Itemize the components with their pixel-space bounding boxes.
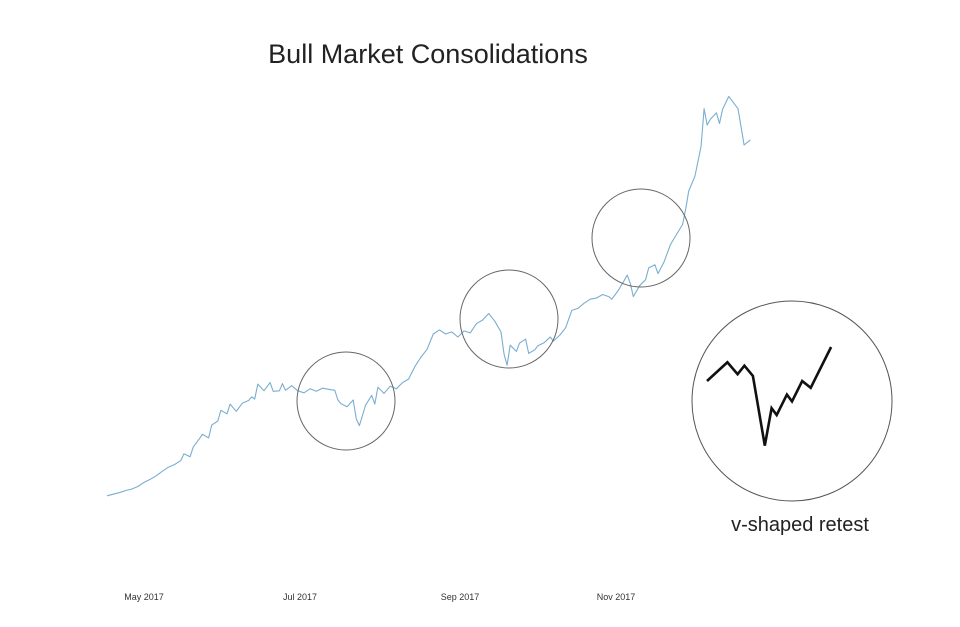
consolidation-circle-1 [296,351,396,451]
consolidation-circles [296,188,691,451]
inset-circle [691,300,893,502]
x-axis-ticks: May 2017 Jul 2017 Sep 2017 Nov 2017 [124,592,635,602]
chart-title: Bull Market Consolidations [268,39,588,69]
x-tick-label: Nov 2017 [597,592,636,602]
x-tick-label: May 2017 [124,592,164,602]
x-tick-label: Sep 2017 [441,592,480,602]
inset-v-shape-line [706,346,833,446]
x-tick-label: Jul 2017 [283,592,317,602]
v-shaped-retest-inset: v-shaped retest [691,300,893,536]
price-series-line [106,95,751,497]
consolidation-circle-2 [459,269,559,369]
inset-caption: v-shaped retest [731,514,869,536]
consolidation-circle-3 [591,188,691,288]
